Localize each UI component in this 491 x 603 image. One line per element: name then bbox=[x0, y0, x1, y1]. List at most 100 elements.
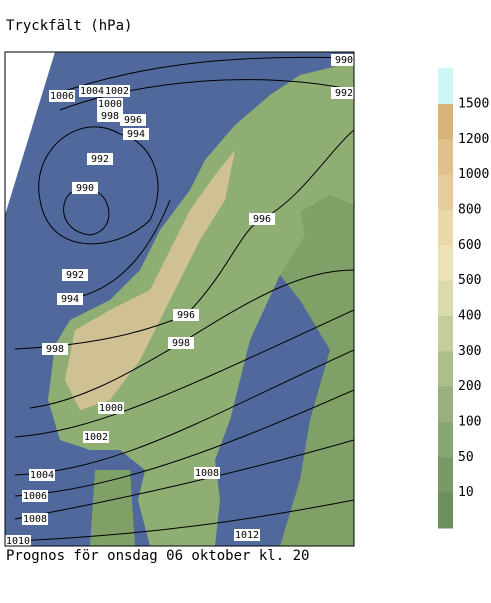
label-box bbox=[123, 128, 149, 140]
label-box bbox=[120, 114, 146, 126]
label-box bbox=[234, 529, 260, 541]
label-box bbox=[79, 85, 105, 97]
isobar-value: 1000 bbox=[99, 403, 123, 414]
isobar-label: 994 bbox=[57, 293, 83, 305]
isobar-label: 994 bbox=[123, 128, 149, 140]
legend-label: 50 bbox=[458, 450, 474, 465]
isobar-value: 990 bbox=[76, 183, 94, 194]
isobar-label: 998 bbox=[168, 337, 194, 349]
isobar-value: 1004 bbox=[30, 470, 54, 481]
isobar-label: 1000 bbox=[97, 98, 123, 110]
legend-band bbox=[438, 210, 453, 246]
isobar-label: 1008 bbox=[22, 513, 48, 525]
isobar-label: 1006 bbox=[49, 90, 75, 102]
legend: 1500 1200 1000 800 600 500 400 300 200 100 50 10 bbox=[438, 68, 489, 529]
isobar-label: 1000 bbox=[98, 402, 124, 414]
isobar-value: 998 bbox=[101, 111, 119, 122]
isobar-value: 1006 bbox=[23, 491, 47, 502]
mountains bbox=[65, 150, 235, 410]
label-box bbox=[22, 513, 48, 525]
isobar-label: 1004 bbox=[79, 85, 105, 97]
isobar-label: 1006 bbox=[22, 490, 48, 502]
label-box bbox=[5, 535, 31, 546]
isobar-value: 998 bbox=[172, 338, 190, 349]
finland bbox=[280, 195, 354, 546]
legend-label: 1200 bbox=[458, 132, 489, 147]
label-box bbox=[83, 431, 109, 443]
legend-band bbox=[438, 422, 453, 458]
legend-band bbox=[438, 104, 453, 140]
legend-band bbox=[438, 280, 453, 317]
label-box bbox=[97, 98, 123, 110]
isobar-label: 1002 bbox=[83, 431, 109, 443]
legend-label: 600 bbox=[458, 238, 481, 253]
denmark bbox=[90, 470, 135, 546]
legend-label: 300 bbox=[458, 344, 481, 359]
isobar-label: 996 bbox=[173, 309, 199, 321]
isobar-value: 992 bbox=[66, 270, 84, 281]
isobar-label: 992 bbox=[87, 153, 113, 165]
isobar-label: 1002 bbox=[104, 85, 130, 97]
title: Tryckfält (hPa) bbox=[6, 18, 132, 34]
legend-label: 100 bbox=[458, 415, 481, 430]
isobar-value: 1002 bbox=[105, 86, 129, 97]
isobar-label: 998 bbox=[97, 110, 123, 122]
isobar-label: 998 bbox=[42, 343, 68, 355]
isobar-label: 1012 bbox=[234, 529, 260, 541]
isobar-label: 990 bbox=[72, 182, 98, 194]
label-box bbox=[331, 54, 354, 66]
baltic bbox=[215, 275, 330, 546]
isobar-value: 998 bbox=[46, 344, 64, 355]
isobar-value: 996 bbox=[177, 310, 195, 321]
label-box bbox=[42, 343, 68, 355]
label-box bbox=[72, 182, 98, 194]
isobar-label: 1010 bbox=[5, 535, 31, 546]
isobar-value: 992 bbox=[91, 154, 109, 165]
isobar-value: 1004 bbox=[80, 86, 104, 97]
isobar-value: 1000 bbox=[98, 99, 122, 110]
legend-band bbox=[438, 457, 453, 494]
isobar-label: 990 bbox=[331, 54, 354, 66]
label-box bbox=[87, 153, 113, 165]
legend-label: 400 bbox=[458, 309, 481, 324]
label-box bbox=[194, 467, 220, 479]
footer: Prognos för onsdag 06 oktober kl. 20 bbox=[6, 548, 309, 564]
label-box bbox=[97, 110, 123, 122]
legend-label: 800 bbox=[458, 203, 481, 218]
legend-label: 10 bbox=[458, 485, 474, 500]
isobar-value: 994 bbox=[127, 129, 145, 140]
isobar-label: 1008 bbox=[194, 467, 220, 479]
label-box bbox=[173, 309, 199, 321]
label-box bbox=[331, 87, 354, 99]
legend-label: 1000 bbox=[458, 167, 489, 182]
isobar-value: 1008 bbox=[23, 514, 47, 525]
label-box bbox=[22, 490, 48, 502]
isobar-label: 992 bbox=[331, 87, 354, 99]
isobar-value: 1006 bbox=[50, 91, 74, 102]
isobar-label: 996 bbox=[120, 114, 146, 126]
isobar-label: 996 bbox=[249, 213, 275, 225]
isobar-value: 996 bbox=[124, 115, 142, 126]
legend-label: 500 bbox=[458, 273, 481, 288]
isobar-label: 1004 bbox=[29, 469, 55, 481]
no-data bbox=[5, 52, 55, 215]
legend-band bbox=[438, 351, 453, 388]
isobar-value: 1002 bbox=[84, 432, 108, 443]
legend-label: 200 bbox=[458, 379, 481, 394]
isobar-value: 996 bbox=[253, 214, 271, 225]
isobar-value: 1012 bbox=[235, 530, 259, 541]
isobar-label: 992 bbox=[62, 269, 88, 281]
legend-band bbox=[438, 316, 453, 352]
label-box bbox=[57, 293, 83, 305]
isobar-value: 990 bbox=[335, 55, 353, 66]
label-box bbox=[62, 269, 88, 281]
map-frame bbox=[4, 51, 355, 547]
label-box bbox=[49, 90, 75, 102]
legend-band bbox=[438, 139, 453, 176]
isobar-value: 994 bbox=[61, 294, 79, 305]
label-box bbox=[168, 337, 194, 349]
label-box bbox=[29, 469, 55, 481]
label-box bbox=[249, 213, 275, 225]
legend-band bbox=[438, 386, 453, 423]
